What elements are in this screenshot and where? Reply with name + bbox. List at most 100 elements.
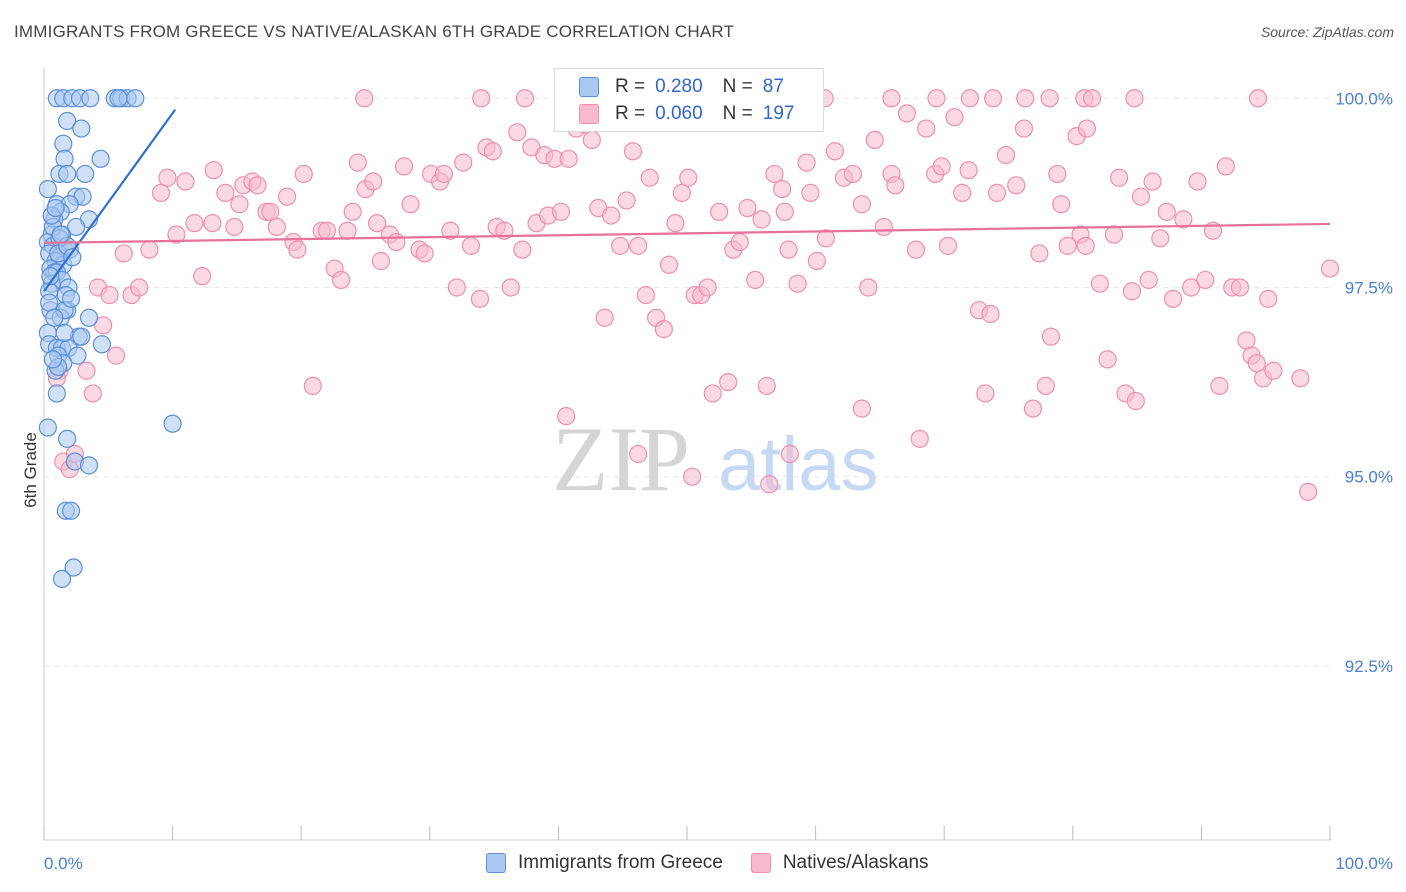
point-natives bbox=[1264, 361, 1283, 380]
point-natives bbox=[230, 195, 249, 214]
point-natives bbox=[780, 444, 799, 464]
point-natives bbox=[454, 153, 473, 172]
legend-row-natives: R = 0.060 N = 197 bbox=[579, 101, 794, 127]
point-natives bbox=[983, 89, 1003, 108]
point-natives bbox=[981, 304, 1000, 324]
point-natives bbox=[882, 89, 901, 108]
point-greece bbox=[46, 198, 65, 218]
point-natives bbox=[348, 153, 367, 172]
point-greece bbox=[163, 414, 182, 433]
point-natives bbox=[843, 164, 862, 184]
point-natives bbox=[775, 202, 794, 221]
point-natives bbox=[807, 251, 826, 271]
point-natives bbox=[1036, 376, 1055, 395]
point-natives bbox=[976, 384, 995, 403]
legend-r-value: 0.060 bbox=[655, 103, 703, 124]
point-natives bbox=[447, 278, 466, 297]
point-natives bbox=[513, 240, 532, 259]
point-natives bbox=[267, 217, 286, 237]
point-natives bbox=[1023, 399, 1043, 418]
point-greece bbox=[92, 335, 111, 354]
point-greece bbox=[72, 327, 91, 346]
point-natives bbox=[338, 221, 357, 240]
point-natives bbox=[1104, 225, 1124, 244]
chart-title: IMMIGRANTS FROM GREECE VS NATIVE/ALASKAN… bbox=[14, 22, 735, 41]
point-greece bbox=[55, 323, 74, 343]
point-natives bbox=[987, 183, 1007, 202]
point-natives bbox=[1122, 282, 1142, 301]
point-natives bbox=[1058, 236, 1077, 255]
point-natives bbox=[797, 153, 816, 172]
x-tick-label: 0.0% bbox=[44, 854, 83, 873]
point-natives bbox=[559, 149, 578, 168]
point-greece bbox=[72, 119, 91, 138]
point-natives bbox=[1237, 331, 1256, 350]
point-natives bbox=[659, 255, 679, 274]
point-natives bbox=[602, 206, 621, 225]
point-natives bbox=[1040, 89, 1059, 108]
point-natives bbox=[364, 172, 383, 191]
point-natives bbox=[508, 123, 527, 142]
point-natives bbox=[317, 221, 337, 240]
point-natives bbox=[654, 320, 673, 339]
legend-label-greece: Immigrants from Greece bbox=[518, 852, 723, 873]
point-greece bbox=[79, 456, 99, 475]
point-natives bbox=[472, 89, 491, 108]
point-natives bbox=[760, 475, 779, 494]
legend-swatch-blue bbox=[579, 77, 599, 97]
point-natives bbox=[83, 384, 102, 403]
point-natives bbox=[434, 164, 454, 184]
point-natives bbox=[216, 183, 235, 202]
point-natives bbox=[666, 214, 685, 233]
point-natives bbox=[77, 361, 96, 380]
point-greece bbox=[109, 89, 128, 108]
point-natives bbox=[746, 270, 765, 290]
point-natives bbox=[288, 240, 307, 259]
point-natives bbox=[773, 179, 792, 199]
point-natives bbox=[788, 274, 807, 293]
point-natives bbox=[277, 187, 297, 206]
point-natives bbox=[294, 164, 313, 184]
point-natives bbox=[636, 285, 655, 305]
y-tick-label: 92.5% bbox=[1345, 657, 1393, 676]
point-greece bbox=[58, 429, 77, 448]
point-natives bbox=[515, 89, 535, 108]
point-natives bbox=[551, 202, 571, 221]
point-natives bbox=[1174, 210, 1193, 229]
point-natives bbox=[959, 161, 978, 180]
trend-line-natives bbox=[43, 222, 1331, 244]
point-natives bbox=[996, 145, 1016, 165]
point-natives bbox=[167, 225, 186, 244]
point-natives bbox=[367, 214, 387, 233]
point-natives bbox=[852, 399, 871, 418]
point-natives bbox=[158, 168, 177, 187]
trend-lines bbox=[43, 108, 1331, 292]
point-natives bbox=[1139, 270, 1158, 290]
point-natives bbox=[611, 236, 630, 255]
legend-swatch-pink bbox=[750, 853, 771, 873]
point-greece bbox=[38, 179, 57, 199]
point-natives bbox=[801, 183, 820, 202]
point-natives bbox=[1090, 274, 1109, 293]
point-natives bbox=[859, 278, 878, 297]
point-natives bbox=[1098, 350, 1117, 369]
point-natives bbox=[1247, 354, 1266, 373]
point-natives bbox=[1030, 244, 1049, 263]
point-natives bbox=[816, 229, 835, 248]
point-greece bbox=[91, 149, 110, 168]
legend-item-greece[interactable]: Immigrants from Greece bbox=[486, 852, 723, 874]
point-natives bbox=[719, 372, 738, 392]
point-natives bbox=[672, 183, 691, 202]
series-natives-points bbox=[47, 89, 1340, 501]
point-natives bbox=[248, 176, 267, 195]
point-natives bbox=[557, 407, 576, 426]
point-natives bbox=[779, 240, 798, 259]
point-natives bbox=[331, 270, 351, 290]
point-natives bbox=[470, 289, 490, 308]
point-natives bbox=[1216, 157, 1235, 176]
grid-lines bbox=[44, 97, 1330, 667]
legend-item-natives[interactable]: Natives/Alaskans bbox=[750, 852, 929, 874]
point-greece bbox=[58, 164, 77, 184]
point-natives bbox=[730, 232, 749, 252]
point-natives bbox=[130, 278, 149, 297]
